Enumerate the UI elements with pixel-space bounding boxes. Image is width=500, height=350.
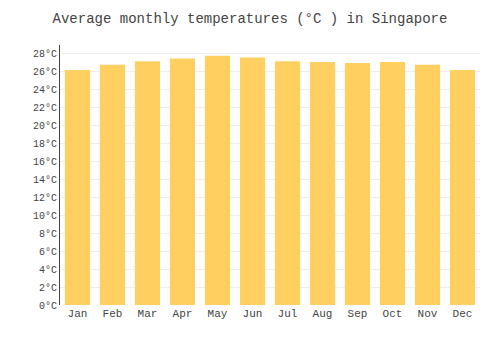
svg-text:Jun: Jun	[243, 308, 263, 320]
svg-text:Sep: Sep	[348, 308, 368, 320]
svg-text:Nov: Nov	[418, 308, 438, 320]
svg-text:20°C: 20°C	[33, 121, 57, 132]
svg-text:22°C: 22°C	[33, 103, 57, 114]
svg-text:0°C: 0°C	[39, 301, 57, 312]
svg-text:Aug: Aug	[313, 308, 333, 320]
svg-text:Feb: Feb	[103, 308, 123, 320]
svg-text:10°C: 10°C	[33, 211, 57, 222]
svg-text:18°C: 18°C	[33, 139, 57, 150]
svg-text:14°C: 14°C	[33, 175, 57, 186]
svg-text:Dec: Dec	[453, 308, 473, 320]
svg-text:28°C: 28°C	[33, 49, 57, 60]
svg-text:12°C: 12°C	[33, 193, 57, 204]
svg-text:Jul: Jul	[278, 308, 298, 320]
svg-text:24°C: 24°C	[33, 85, 57, 96]
svg-text:16°C: 16°C	[33, 157, 57, 168]
svg-text:6°C: 6°C	[39, 247, 57, 258]
svg-text:26°C: 26°C	[33, 67, 57, 78]
svg-text:Oct: Oct	[383, 308, 403, 320]
svg-text:8°C: 8°C	[39, 229, 57, 240]
svg-text:May: May	[208, 308, 228, 320]
svg-text:Average monthly temperatures (: Average monthly temperatures (°C ) in Si…	[53, 11, 448, 27]
svg-text:4°C: 4°C	[39, 265, 57, 276]
svg-text:Mar: Mar	[138, 308, 158, 320]
svg-text:2°C: 2°C	[39, 283, 57, 294]
svg-text:Apr: Apr	[173, 308, 193, 320]
svg-text:Jan: Jan	[68, 308, 88, 320]
